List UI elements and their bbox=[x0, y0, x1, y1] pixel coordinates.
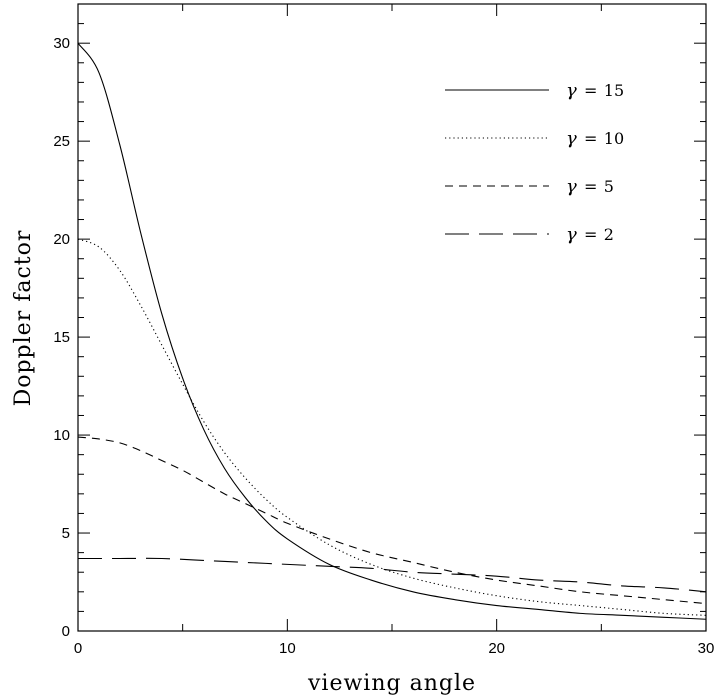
x-axis-title: viewing angle bbox=[307, 671, 476, 696]
series-line-gamma-2 bbox=[78, 557, 707, 593]
axis-tick-labels: 0 10 20 30 0 5 10 15 20 25 30 bbox=[53, 35, 714, 657]
x-tick-label: 20 bbox=[488, 640, 505, 657]
axis-ticks bbox=[77, 3, 707, 632]
legend-gamma-symbol: γ bbox=[566, 176, 577, 197]
y-tick-label: 30 bbox=[53, 35, 70, 52]
legend: γ = 15γ = 10γ = 5γ = 2 bbox=[445, 80, 624, 245]
legend-gamma-value: = 10 bbox=[581, 129, 624, 148]
legend-gamma-value: = 2 bbox=[581, 225, 614, 244]
y-tick-label: 0 bbox=[62, 623, 70, 640]
y-tick-label: 25 bbox=[53, 133, 70, 150]
series-line-gamma-15 bbox=[77, 42, 707, 620]
series-line-gamma-5 bbox=[77, 436, 707, 605]
legend-label-gamma-10: γ = 10 bbox=[566, 128, 624, 149]
y-axis-title: Doppler factor bbox=[11, 230, 36, 407]
legend-gamma-symbol: γ bbox=[566, 128, 577, 149]
x-tick-label: 10 bbox=[279, 640, 296, 657]
legend-gamma-symbol: γ bbox=[566, 224, 577, 245]
y-tick-label: 20 bbox=[53, 231, 70, 248]
y-tick-label: 10 bbox=[53, 427, 70, 444]
legend-gamma-value: = 5 bbox=[581, 177, 614, 196]
legend-label-gamma-15: γ = 15 bbox=[566, 80, 624, 101]
legend-gamma-symbol: γ bbox=[566, 80, 577, 101]
y-tick-label: 15 bbox=[53, 329, 70, 346]
x-tick-label: 30 bbox=[698, 640, 715, 657]
legend-label-gamma-2: γ = 2 bbox=[566, 224, 614, 245]
legend-gamma-value: = 15 bbox=[581, 81, 624, 100]
legend-label-gamma-5: γ = 5 bbox=[566, 176, 614, 197]
series-line-gamma-10 bbox=[77, 238, 707, 616]
x-tick-label: 0 bbox=[74, 640, 82, 657]
y-tick-label: 5 bbox=[62, 525, 70, 542]
curves bbox=[77, 42, 707, 620]
